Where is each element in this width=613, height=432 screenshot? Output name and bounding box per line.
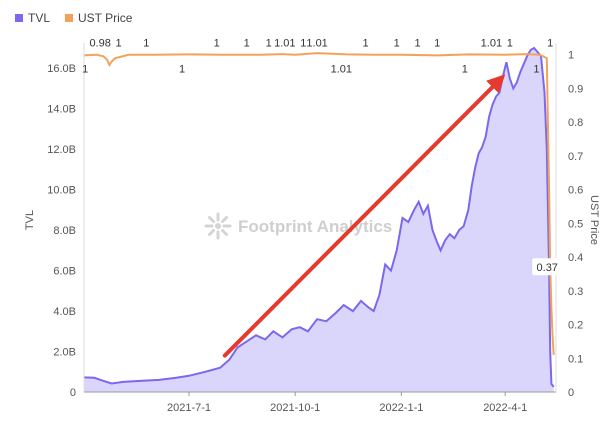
y-right-tick-label: 0.9	[568, 83, 583, 95]
y-right-tick-label: 0.1	[568, 353, 583, 365]
legend: TVL UST Price	[15, 11, 133, 25]
arrow-shaft	[222, 85, 495, 358]
tvl-line	[83, 46, 555, 388]
ust-price-label: 1	[143, 38, 149, 50]
legend-swatch-ust	[65, 14, 73, 22]
y-left-tick-label: 2.0B	[53, 347, 76, 359]
ust-price-label: 1	[434, 38, 440, 50]
ust-price-label: 1	[363, 38, 369, 50]
x-tick-label: 2021-7-1	[167, 402, 211, 414]
y-right-tick-label: 1	[568, 50, 574, 62]
y-left-tick-label: 0	[70, 387, 76, 399]
ust-price-label: 1	[300, 38, 306, 50]
y-left-tick-label: 8.0B	[53, 225, 76, 237]
y-left-tick-label: 16.0B	[47, 63, 76, 75]
y-left-tick-label: 6.0B	[53, 266, 76, 278]
ust-price-label: 1	[462, 64, 468, 76]
legend-swatch-tvl	[15, 14, 23, 22]
y-left-axis-title: TVL	[24, 210, 36, 230]
ust-price-label: 1	[533, 64, 539, 76]
y-right-tick-label: 0.5	[568, 218, 583, 230]
x-tick-label: 2022-4-1	[483, 402, 527, 414]
ust-price-label: 1	[507, 38, 513, 50]
ust-price-label: 1	[244, 38, 250, 50]
footprint-logo-icon	[204, 212, 232, 240]
y-left-tick-label: 4.0B	[53, 306, 76, 318]
y-left-tick-label: 10.0B	[47, 185, 76, 197]
y-right-tick-label: 0	[568, 387, 574, 399]
x-tick-label: 2022-1-1	[379, 402, 423, 414]
tvl-series	[83, 46, 555, 392]
ust-price-label: 1.01	[274, 38, 295, 50]
ust-price-label: 1.01	[481, 38, 502, 50]
trend-arrow	[222, 74, 506, 358]
axes: 0 2.0B 4.0B 6.0B 8.0B 10.0B 12.0B 14.0B 16.0B 0 0.…	[24, 43, 600, 414]
legend-label-ust[interactable]: UST Price	[78, 11, 133, 25]
ust-price-label: 1	[394, 38, 400, 50]
watermark: Footprint Analytics	[204, 212, 392, 240]
y-right-tick-label: 0.2	[568, 320, 583, 332]
ust-drop-label-box	[532, 258, 563, 276]
ust-drop-label: 0.37	[537, 262, 558, 274]
ust-price-label: 1	[179, 64, 185, 76]
ust-price-label: 0.98	[89, 38, 110, 50]
ust-price-label: 1	[414, 38, 420, 50]
y-right-tick-label: 0.8	[568, 117, 583, 129]
y-left-tick-label: 14.0B	[47, 104, 76, 116]
tvl-area-fill	[84, 48, 554, 392]
watermark-text: Footprint Analytics	[238, 217, 392, 236]
ust-price-label: 1.01	[331, 64, 352, 76]
ust-price-label: 1	[547, 38, 553, 50]
arrow-head	[486, 74, 506, 94]
y-left-tick-label: 12.0B	[47, 144, 76, 156]
ust-price-label: 1	[266, 38, 272, 50]
x-tick-label: 2021-10-1	[270, 402, 320, 414]
y-right-tick-label: 0.3	[568, 286, 583, 298]
ust-price-series	[83, 52, 555, 355]
ust-price-line	[83, 52, 555, 355]
ust-price-label: 1	[116, 38, 122, 50]
legend-label-tvl[interactable]: TVL	[28, 11, 50, 25]
y-right-tick-label: 0.4	[568, 252, 583, 264]
y-right-tick-label: 0.6	[568, 185, 583, 197]
ust-price-label: 1	[82, 64, 88, 76]
ust-price-label: 1.01	[306, 38, 327, 50]
y-right-axis-title: UST Price	[588, 195, 600, 245]
ust-price-label: 1	[214, 38, 220, 50]
y-right-tick-label: 0.7	[568, 151, 583, 163]
